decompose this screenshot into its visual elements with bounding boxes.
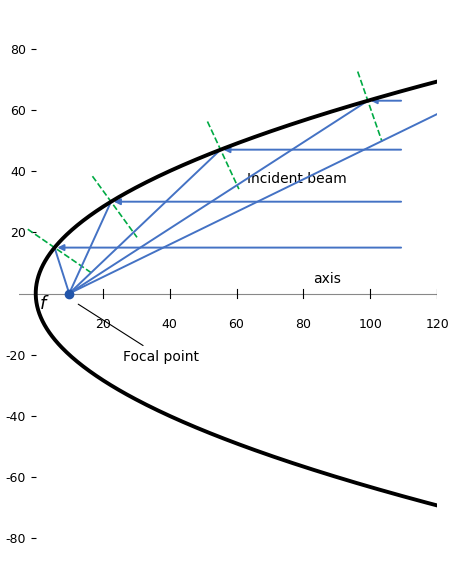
- Text: $f$: $f$: [39, 295, 50, 313]
- Text: Incident beam: Incident beam: [246, 173, 345, 186]
- Text: 100: 100: [358, 318, 382, 331]
- Text: 40: 40: [161, 318, 177, 331]
- Text: Focal point: Focal point: [78, 304, 198, 364]
- Text: 60: 60: [228, 318, 244, 331]
- Text: 20: 20: [95, 318, 110, 331]
- Text: 80: 80: [295, 318, 311, 331]
- Text: 120: 120: [424, 318, 448, 331]
- Text: axis: axis: [313, 272, 341, 286]
